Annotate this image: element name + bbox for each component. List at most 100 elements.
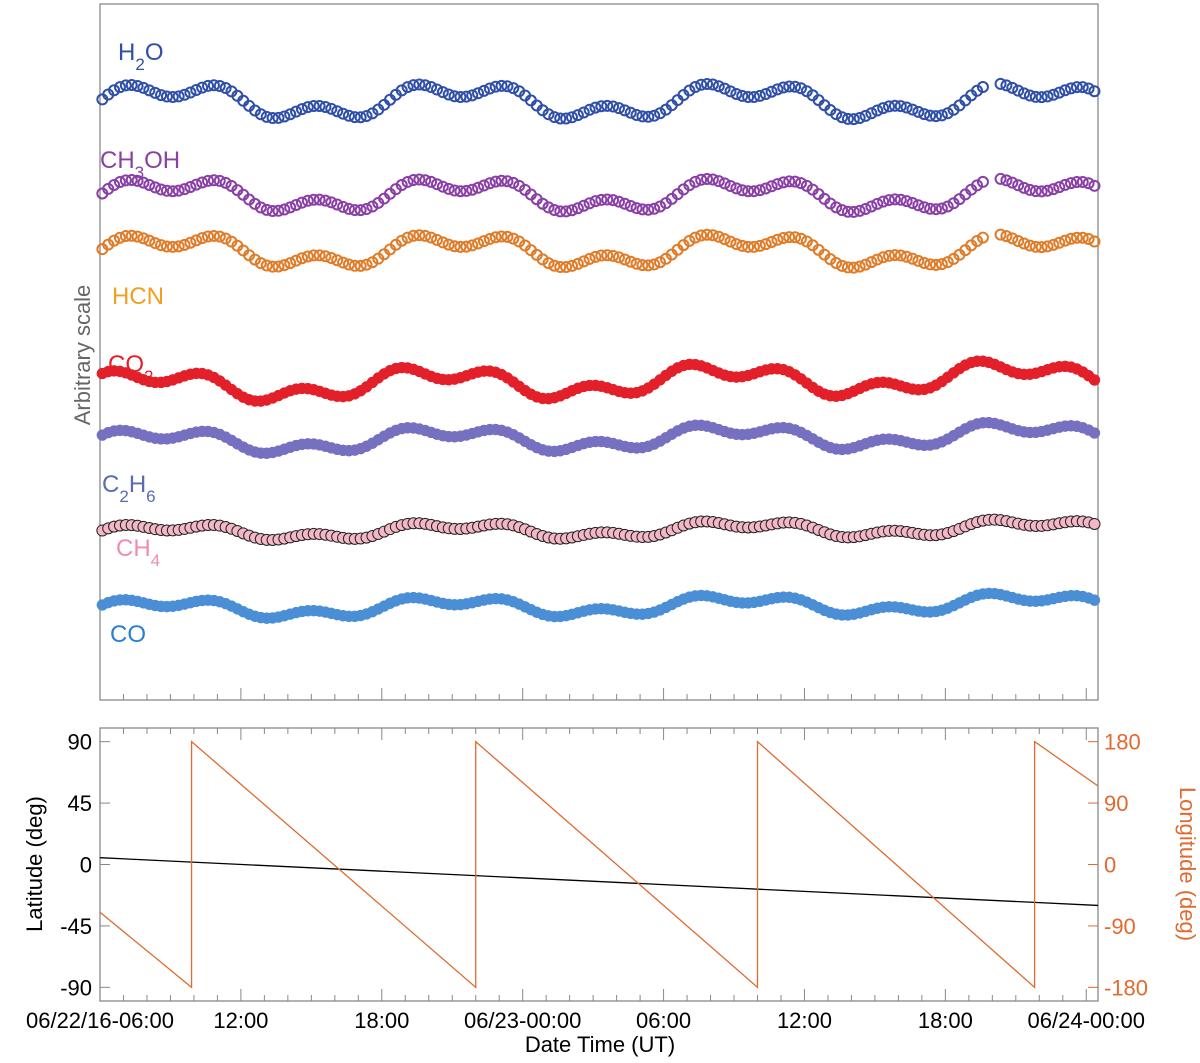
data-point bbox=[730, 182, 743, 195]
data-point bbox=[413, 78, 426, 91]
data-point bbox=[642, 203, 655, 216]
data-point bbox=[460, 184, 473, 197]
data-point bbox=[701, 228, 714, 241]
data-point bbox=[888, 193, 901, 206]
data-point bbox=[307, 193, 320, 206]
data-point bbox=[337, 256, 350, 269]
data-point bbox=[789, 80, 802, 93]
data-point bbox=[1012, 234, 1025, 247]
data-point bbox=[695, 78, 708, 91]
data-point bbox=[871, 104, 884, 117]
data-point bbox=[419, 174, 432, 187]
data-point bbox=[207, 174, 220, 187]
data-point bbox=[771, 178, 784, 191]
data-point bbox=[1023, 183, 1036, 196]
data-point bbox=[918, 256, 931, 269]
data-point bbox=[184, 86, 197, 99]
lon-tick-label: -180 bbox=[1104, 975, 1148, 1000]
data-point bbox=[894, 100, 907, 113]
data-point bbox=[472, 181, 485, 194]
data-point bbox=[847, 205, 860, 218]
data-point bbox=[941, 200, 954, 213]
data-point bbox=[290, 105, 303, 118]
data-point bbox=[871, 197, 884, 210]
data-point bbox=[654, 256, 667, 269]
data-point bbox=[137, 176, 150, 189]
data-point bbox=[155, 89, 168, 102]
data-point bbox=[477, 179, 490, 192]
data-point bbox=[1041, 90, 1054, 103]
data-point bbox=[313, 99, 326, 112]
data-point bbox=[272, 111, 285, 124]
x-tick-label: 12:00 bbox=[213, 1008, 268, 1033]
data-point bbox=[612, 251, 625, 264]
data-point bbox=[753, 239, 766, 252]
data-point bbox=[366, 200, 379, 213]
data-point bbox=[548, 259, 561, 272]
data-point bbox=[877, 195, 890, 208]
data-point bbox=[859, 258, 872, 271]
data-point bbox=[1035, 185, 1048, 198]
data-point bbox=[718, 233, 731, 246]
data-point bbox=[190, 83, 203, 96]
lat-tick-label: -45 bbox=[60, 914, 92, 939]
data-point bbox=[149, 181, 162, 194]
data-point bbox=[1000, 79, 1013, 92]
data-point bbox=[1070, 81, 1083, 94]
data-point bbox=[489, 231, 502, 244]
data-point bbox=[1000, 174, 1013, 187]
data-point bbox=[1053, 236, 1066, 249]
data-point bbox=[483, 177, 496, 190]
data-point bbox=[794, 177, 807, 190]
data-point bbox=[172, 240, 185, 253]
data-point bbox=[1006, 176, 1019, 189]
data-point bbox=[160, 90, 173, 103]
data-point bbox=[1029, 90, 1042, 103]
data-point bbox=[636, 203, 649, 216]
data-point bbox=[290, 254, 303, 267]
data-point bbox=[196, 176, 209, 189]
data-point bbox=[113, 231, 126, 244]
data-point bbox=[759, 182, 772, 195]
data-point bbox=[900, 101, 913, 114]
data-point bbox=[589, 250, 602, 263]
data-point bbox=[742, 240, 755, 253]
data-point bbox=[1059, 178, 1072, 191]
data-point bbox=[624, 200, 637, 213]
data-point bbox=[137, 232, 150, 245]
data-point bbox=[742, 90, 755, 103]
data-point bbox=[1059, 234, 1072, 247]
data-point bbox=[131, 230, 144, 243]
data-point bbox=[689, 81, 702, 94]
data-point bbox=[489, 175, 502, 188]
data-point bbox=[648, 202, 661, 215]
data-point bbox=[935, 109, 948, 122]
data-point bbox=[841, 112, 854, 125]
longitude-line bbox=[99, 740, 1099, 989]
data-point bbox=[284, 257, 297, 270]
data-point bbox=[278, 203, 291, 216]
data-point bbox=[448, 184, 461, 197]
data-point bbox=[354, 204, 367, 217]
data-point bbox=[777, 232, 790, 245]
data-point bbox=[190, 178, 203, 191]
data-point bbox=[354, 111, 367, 124]
data-point bbox=[595, 100, 608, 113]
series-label-c2h6: C2H6 bbox=[102, 471, 156, 506]
data-point bbox=[877, 251, 890, 264]
data-point bbox=[1041, 184, 1054, 197]
data-point bbox=[284, 201, 297, 214]
data-point bbox=[929, 258, 942, 271]
data-point bbox=[319, 100, 332, 113]
bottom-panel-y-ticks: 90 45 0 -45 -90 180 90 0 -90 -180 bbox=[60, 730, 1148, 1001]
series-label-co: CO bbox=[110, 621, 146, 648]
top-panel-series-labels: H2O CH3OH HCN CO2 C2H6 CH4 CO bbox=[100, 39, 180, 648]
data-point bbox=[395, 234, 408, 247]
data-point bbox=[119, 174, 132, 187]
data-point bbox=[888, 99, 901, 112]
data-point bbox=[113, 81, 126, 94]
data-point bbox=[994, 228, 1007, 241]
data-point bbox=[131, 174, 144, 187]
data-point bbox=[577, 255, 590, 268]
